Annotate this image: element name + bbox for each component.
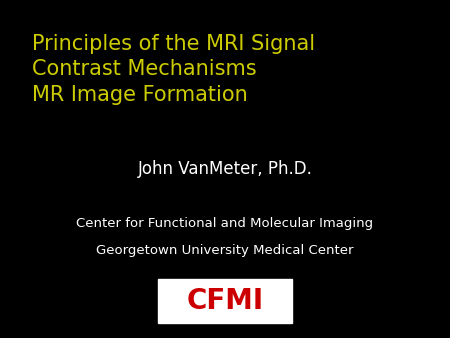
Text: Georgetown University Medical Center: Georgetown University Medical Center bbox=[96, 244, 354, 257]
FancyBboxPatch shape bbox=[158, 279, 292, 323]
Text: Principles of the MRI Signal
Contrast Mechanisms
MR Image Formation: Principles of the MRI Signal Contrast Me… bbox=[32, 34, 315, 105]
Text: CFMI: CFMI bbox=[186, 287, 264, 315]
Text: John VanMeter, Ph.D.: John VanMeter, Ph.D. bbox=[138, 160, 312, 178]
Text: Center for Functional and Molecular Imaging: Center for Functional and Molecular Imag… bbox=[76, 217, 373, 230]
